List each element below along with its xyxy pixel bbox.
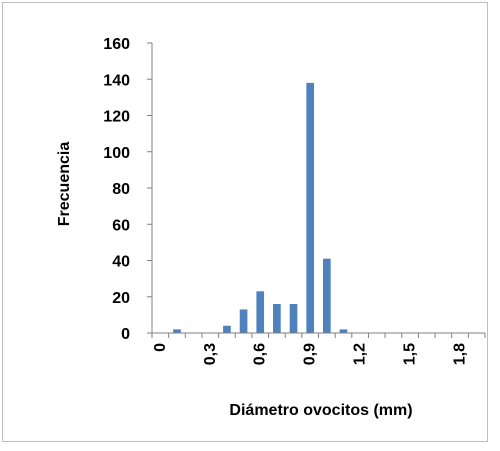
y-tick-label: 140 [103,72,130,89]
x-tick-label: 1,5 [402,343,419,365]
y-axis-title: Frecuencia [56,142,73,227]
y-tick-label: 100 [103,145,130,162]
y-tick-label: 40 [112,254,130,271]
bar-1 [323,258,331,333]
x-tick-label: 0,3 [202,343,219,365]
x-tick-label: 1,2 [352,343,369,365]
bar-0-4 [223,325,231,333]
bar-1-1 [339,329,348,334]
bar-0-1 [173,329,181,334]
x-ticks-layer: 0 0,3 0,6 0,9 1,2 1,5 1,8 [151,333,486,365]
bar-0-8 [289,304,298,333]
bar-0-7 [273,304,281,333]
x-tick-label: 0,9 [302,343,319,365]
bar-0-5 [239,309,248,333]
x-tick-label: 0,6 [252,343,269,365]
chart-frame: 0 20 40 60 80 100 120 140 160 0 0,3 0,6 0,9 1,2 1,5 1,… [2,2,488,442]
y-ticks-layer: 0 20 40 60 80 100 120 140 160 [103,36,152,343]
y-tick-label: 0 [121,326,130,343]
y-tick-label: 120 [103,109,130,126]
bar-0-9 [306,82,315,334]
x-axis-title: Diámetro ovocitos (mm) [229,402,412,419]
x-tick-label: 0 [152,343,169,352]
histogram-chart: 0 20 40 60 80 100 120 140 160 0 0,3 0,6 0,9 1,2 1,5 1,… [56,36,486,419]
y-tick-label: 20 [112,290,130,307]
y-tick-label: 80 [112,181,130,198]
y-tick-label: 160 [103,36,130,53]
y-tick-label: 60 [112,217,130,234]
bar-0-6 [256,291,265,333]
bars-layer [173,82,348,334]
x-tick-label: 1,8 [452,343,469,365]
